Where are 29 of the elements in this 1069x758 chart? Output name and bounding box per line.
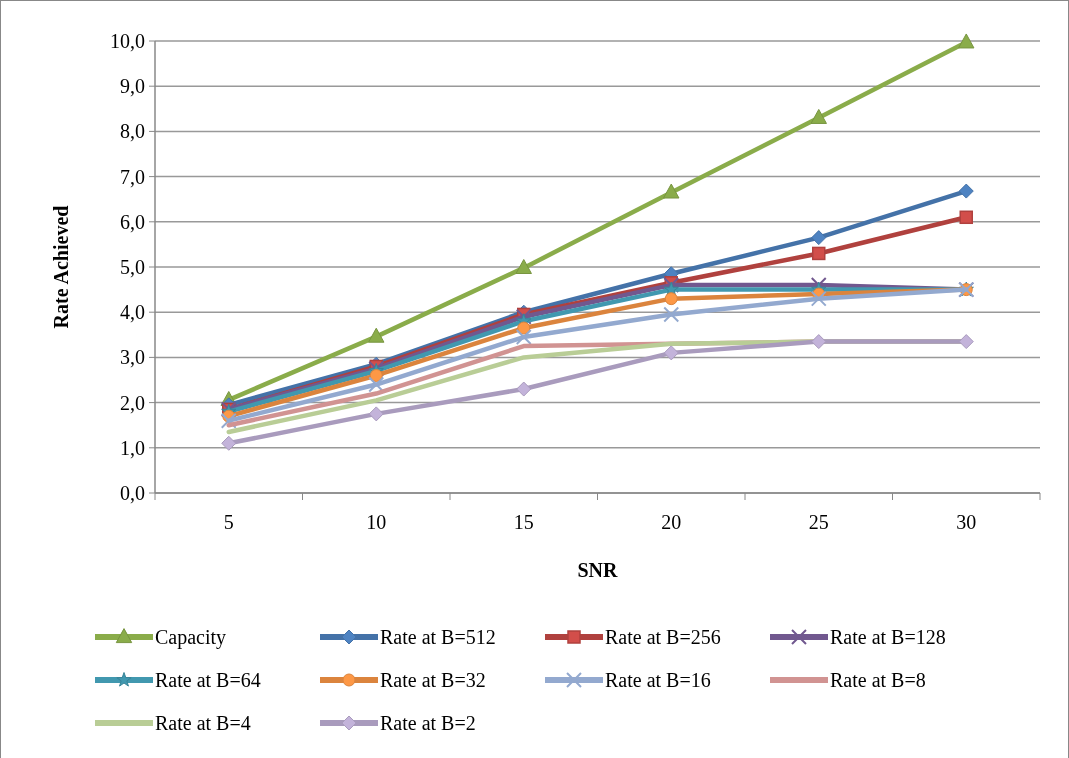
x-tick-label: 15	[513, 511, 534, 533]
x-tick-label: 25	[808, 511, 829, 533]
y-tick-label: 3,0	[120, 346, 145, 369]
x-tick-label: 10	[366, 511, 387, 533]
legend-label: Rate at B=16	[605, 669, 711, 691]
legend-label: Capacity	[155, 626, 227, 649]
y-tick-label: 8,0	[120, 120, 145, 143]
legend-label: Rate at B=32	[380, 669, 486, 691]
y-tick-label: 1,0	[120, 436, 145, 459]
legend-label: Rate at B=8	[830, 669, 926, 691]
x-tick-label: 5	[223, 511, 234, 533]
y-tick-label: 10,0	[110, 30, 145, 52]
x-tick-label: 30	[956, 511, 977, 533]
legend-label: Rate at B=128	[830, 626, 946, 648]
x-axis-title: SNR	[577, 559, 619, 581]
legend-label: Rate at B=2	[380, 712, 476, 734]
y-tick-label: 2,0	[120, 391, 145, 414]
legend-label: Rate at B=256	[605, 626, 721, 648]
y-tick-label: 4,0	[120, 301, 145, 324]
y-tick-label: 7,0	[120, 165, 145, 188]
y-axis-title: Rate Achieved	[50, 205, 72, 329]
x-tick-label: 20	[661, 511, 682, 533]
y-tick-label: 6,0	[120, 210, 145, 233]
y-tick-label: 5,0	[120, 256, 145, 278]
legend-label: Rate at B=64	[155, 669, 261, 691]
legend-label: Rate at B=4	[155, 712, 251, 734]
y-tick-label: 9,0	[120, 75, 145, 98]
legend-label: Rate at B=512	[380, 626, 496, 648]
y-tick-label: 0,0	[120, 482, 145, 504]
